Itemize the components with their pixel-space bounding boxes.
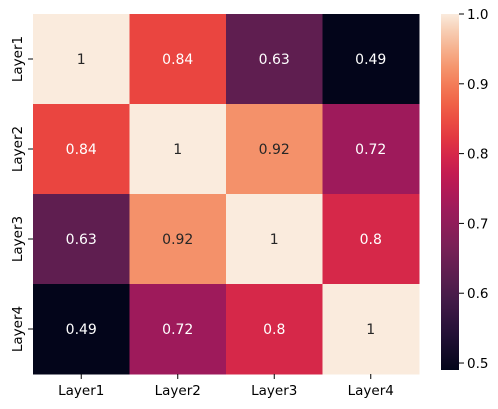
cell-label-r1-c3: 0.63 [259, 52, 290, 68]
colorbar-tick-label-3: 0.7 [467, 216, 488, 232]
heatmap-cell-r3-c3 [226, 194, 323, 285]
heatmap-cell-r4-c3 [226, 284, 323, 375]
colorbar-tick-label-2: 0.6 [467, 286, 488, 302]
cell-label-r2-c4: 0.72 [355, 142, 386, 158]
y-tick-label-2: Layer2 [10, 126, 26, 172]
x-tick-label-3: Layer3 [251, 383, 297, 399]
colorbar-tick-label-1: 0.5 [467, 356, 488, 372]
cell-label-r3-c3: 1 [270, 232, 279, 248]
y-axis: Layer1 Layer2 Layer3 Layer4 [10, 36, 33, 352]
cell-label-r4-c3: 0.8 [263, 322, 285, 338]
heatmap-cell-r1-c2 [129, 14, 227, 105]
heatmap-cell-r1-c1 [33, 14, 130, 105]
colorbar-tick-label-6: 1.0 [467, 7, 488, 23]
heatmap-cell-labels: 1 0.84 0.63 0.49 0.84 1 0.92 0.72 0.63 0.92 1 0.8 0.… [66, 52, 387, 338]
colorbar-tick-label-5: 0.9 [467, 77, 488, 93]
cell-label-r4-c1: 0.49 [66, 322, 97, 338]
colorbar: 0.5 0.6 0.7 0.8 0.9 1.0 [441, 7, 488, 372]
cell-label-r2-c1: 0.84 [66, 142, 97, 158]
x-tick-label-4: Layer4 [348, 383, 394, 399]
cell-label-r4-c4: 1 [366, 322, 375, 338]
cell-label-r2-c3: 0.92 [259, 142, 290, 158]
x-axis: Layer1 Layer2 Layer3 Layer4 [58, 374, 394, 399]
colorbar-ticks: 0.5 0.6 0.7 0.8 0.9 1.0 [459, 7, 488, 372]
y-tick-label-3: Layer3 [10, 216, 26, 262]
heatmap-cell-r4-c4 [322, 284, 420, 375]
heatmap-cell-r1-c4 [322, 14, 420, 105]
heatmap-cell-r4-c1 [33, 284, 130, 375]
heatmap-cell-r1-c3 [226, 14, 323, 105]
heatmap-cell-r3-c4 [322, 194, 420, 285]
cell-label-r2-c2: 1 [173, 142, 182, 158]
cell-label-r3-c2: 0.92 [162, 232, 193, 248]
cell-label-r4-c2: 0.72 [162, 322, 193, 338]
heatmap-cell-r2-c3 [226, 104, 323, 195]
x-tick-label-2: Layer2 [155, 383, 201, 399]
cell-label-r3-c1: 0.63 [66, 232, 97, 248]
colorbar-gradient [441, 14, 459, 370]
heatmap-cells [33, 14, 420, 375]
heatmap-cell-r2-c4 [322, 104, 420, 195]
x-tick-label-1: Layer1 [58, 383, 104, 399]
heatmap-cell-r2-c1 [33, 104, 130, 195]
heatmap-cell-r2-c2 [129, 104, 227, 195]
heatmap-cell-r4-c2 [129, 284, 227, 375]
cell-label-r1-c2: 0.84 [162, 52, 193, 68]
y-tick-label-4: Layer4 [10, 306, 26, 352]
colorbar-tick-label-4: 0.8 [467, 147, 488, 163]
cell-label-r3-c4: 0.8 [360, 232, 382, 248]
heatmap-cell-r3-c1 [33, 194, 130, 285]
cell-label-r1-c1: 1 [77, 52, 86, 68]
heatmap-cell-r3-c2 [129, 194, 227, 285]
y-tick-label-1: Layer1 [10, 36, 26, 82]
cell-label-r1-c4: 0.49 [355, 52, 386, 68]
